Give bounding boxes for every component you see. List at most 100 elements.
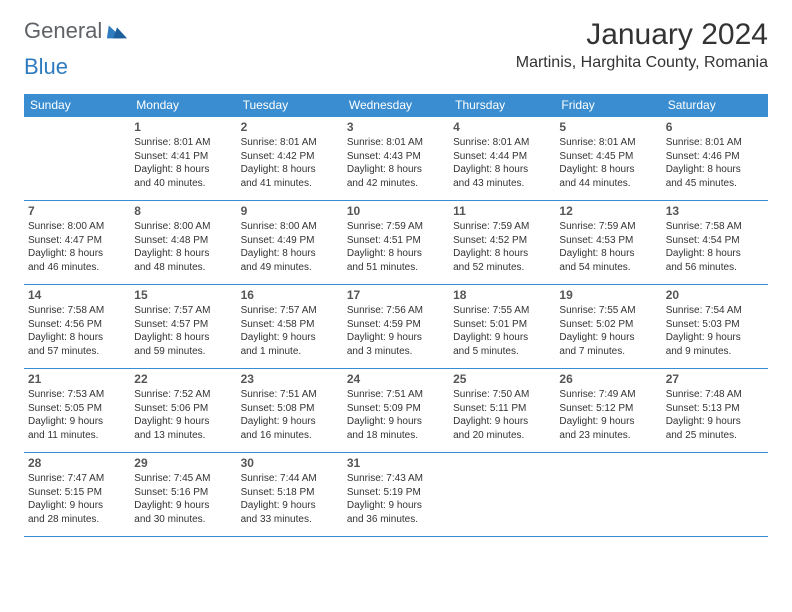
day-info: Sunrise: 7:59 AMSunset: 4:52 PMDaylight:…: [453, 220, 551, 274]
day-info: Sunrise: 7:49 AMSunset: 5:12 PMDaylight:…: [559, 388, 657, 442]
day-info: Sunrise: 7:59 AMSunset: 4:53 PMDaylight:…: [559, 220, 657, 274]
day-info: Sunrise: 7:59 AMSunset: 4:51 PMDaylight:…: [347, 220, 445, 274]
day-info: Sunrise: 7:47 AMSunset: 5:15 PMDaylight:…: [28, 472, 126, 526]
day-info: Sunrise: 7:51 AMSunset: 5:09 PMDaylight:…: [347, 388, 445, 442]
day-info: Sunrise: 7:56 AMSunset: 4:59 PMDaylight:…: [347, 304, 445, 358]
calendar-cell: 10Sunrise: 7:59 AMSunset: 4:51 PMDayligh…: [343, 201, 449, 285]
day-header: Sunday: [24, 94, 130, 117]
calendar-cell: [449, 453, 555, 537]
day-number: 25: [453, 372, 551, 386]
day-number: 31: [347, 456, 445, 470]
day-info: Sunrise: 8:01 AMSunset: 4:42 PMDaylight:…: [241, 136, 339, 190]
day-info: Sunrise: 7:51 AMSunset: 5:08 PMDaylight:…: [241, 388, 339, 442]
day-info: Sunrise: 7:58 AMSunset: 4:56 PMDaylight:…: [28, 304, 126, 358]
calendar-cell: 25 Sunrise: 7:50 AMSunset: 5:11 PMDayligh…: [449, 369, 555, 453]
day-info: Sunrise: 7:48 AMSunset: 5:13 PMDaylight:…: [666, 388, 764, 442]
day-number: 14: [28, 288, 126, 302]
day-number: 30: [241, 456, 339, 470]
calendar-cell: 20 Sunrise: 7:54 AMSunset: 5:03 PMDayligh…: [662, 285, 768, 369]
day-info: Sunrise: 7:55 AMSunset: 5:02 PMDaylight:…: [559, 304, 657, 358]
calendar-cell: 29 Sunrise: 7:45 AMSunset: 5:16 PMDayligh…: [130, 453, 236, 537]
calendar-cell: 17 Sunrise: 7:56 AMSunset: 4:59 PMDayligh…: [343, 285, 449, 369]
title-block: January 2024 Martinis, Harghita County, …: [516, 18, 768, 72]
calendar-cell: 19Sunrise: 7:55 AMSunset: 5:02 PMDayligh…: [555, 285, 661, 369]
day-number: 12: [559, 204, 657, 218]
day-info: Sunrise: 7:44 AMSunset: 5:18 PMDaylight:…: [241, 472, 339, 526]
day-info: Sunrise: 7:57 AMSunset: 4:58 PMDaylight:…: [241, 304, 339, 358]
calendar-cell: 8 Sunrise: 8:00 AMSunset: 4:48 PMDaylight…: [130, 201, 236, 285]
calendar-cell: 4Sunrise: 8:01 AMSunset: 4:44 PMDaylight…: [449, 117, 555, 201]
day-number: 13: [666, 204, 764, 218]
calendar-header-row: SundayMondayTuesdayWednesdayThursdayFrid…: [24, 94, 768, 117]
day-number: 22: [134, 372, 232, 386]
day-info: Sunrise: 8:01 AMSunset: 4:44 PMDaylight:…: [453, 136, 551, 190]
month-title: January 2024: [516, 18, 768, 52]
calendar-cell: 2Sunrise: 8:01 AMSunset: 4:42 PMDaylight…: [237, 117, 343, 201]
calendar-cell: 24 Sunrise: 7:51 AMSunset: 5:09 PMDayligh…: [343, 369, 449, 453]
day-info: Sunrise: 8:01 AMSunset: 4:46 PMDaylight:…: [666, 136, 764, 190]
calendar-cell: 5 Sunrise: 8:01 AMSunset: 4:45 PMDaylight…: [555, 117, 661, 201]
calendar-cell: 22 Sunrise: 7:52 AMSunset: 5:06 PMDayligh…: [130, 369, 236, 453]
calendar-cell: 14 Sunrise: 7:58 AMSunset: 4:56 PMDayligh…: [24, 285, 130, 369]
calendar-cell: 28 Sunrise: 7:47 AMSunset: 5:15 PMDayligh…: [24, 453, 130, 537]
calendar-cell: 13 Sunrise: 7:58 AMSunset: 4:54 PMDayligh…: [662, 201, 768, 285]
calendar-cell: [555, 453, 661, 537]
day-number: 17: [347, 288, 445, 302]
day-info: Sunrise: 8:01 AMSunset: 4:45 PMDaylight:…: [559, 136, 657, 190]
day-number: 1: [134, 120, 232, 134]
day-info: Sunrise: 7:52 AMSunset: 5:06 PMDaylight:…: [134, 388, 232, 442]
calendar-cell: 7 Sunrise: 8:00 AMSunset: 4:47 PMDaylight…: [24, 201, 130, 285]
day-number: 28: [28, 456, 126, 470]
day-info: Sunrise: 7:58 AMSunset: 4:54 PMDaylight:…: [666, 220, 764, 274]
day-header: Friday: [555, 94, 661, 117]
calendar-cell: [24, 117, 130, 201]
day-header: Monday: [130, 94, 236, 117]
calendar-cell: 26 Sunrise: 7:49 AMSunset: 5:12 PMDayligh…: [555, 369, 661, 453]
calendar-cell: [662, 453, 768, 537]
day-number: 24: [347, 372, 445, 386]
day-number: 15: [134, 288, 232, 302]
day-info: Sunrise: 7:57 AMSunset: 4:57 PMDaylight:…: [134, 304, 232, 358]
calendar-cell: 23 Sunrise: 7:51 AMSunset: 5:08 PMDayligh…: [237, 369, 343, 453]
day-number: 6: [666, 120, 764, 134]
day-info: Sunrise: 7:54 AMSunset: 5:03 PMDaylight:…: [666, 304, 764, 358]
day-info: Sunrise: 8:00 AMSunset: 4:47 PMDaylight:…: [28, 220, 126, 274]
location: Martinis, Harghita County, Romania: [516, 54, 768, 72]
calendar-cell: 21 Sunrise: 7:53 AMSunset: 5:05 PMDayligh…: [24, 369, 130, 453]
calendar-table: SundayMondayTuesdayWednesdayThursdayFrid…: [24, 94, 768, 537]
day-info: Sunrise: 8:01 AMSunset: 4:43 PMDaylight:…: [347, 136, 445, 190]
brand-flag-icon: [106, 21, 128, 41]
calendar-cell: 12 Sunrise: 7:59 AMSunset: 4:53 PMDayligh…: [555, 201, 661, 285]
day-number: 27: [666, 372, 764, 386]
day-number: 20: [666, 288, 764, 302]
page: General January 2024 Martinis, Harghita …: [0, 0, 792, 555]
day-number: 16: [241, 288, 339, 302]
day-info: Sunrise: 8:01 AMSunset: 4:41 PMDaylight:…: [134, 136, 232, 190]
day-info: Sunrise: 7:50 AMSunset: 5:11 PMDaylight:…: [453, 388, 551, 442]
calendar-cell: 15 Sunrise: 7:57 AMSunset: 4:57 PMDayligh…: [130, 285, 236, 369]
day-number: 26: [559, 372, 657, 386]
day-info: Sunrise: 8:00 AMSunset: 4:48 PMDaylight:…: [134, 220, 232, 274]
day-number: 18: [453, 288, 551, 302]
day-header: Saturday: [662, 94, 768, 117]
calendar-cell: 18Sunrise: 7:55 AMSunset: 5:01 PMDayligh…: [449, 285, 555, 369]
calendar-cell: 9Sunrise: 8:00 AMSunset: 4:49 PMDaylight…: [237, 201, 343, 285]
day-number: 23: [241, 372, 339, 386]
day-info: Sunrise: 8:00 AMSunset: 4:49 PMDaylight:…: [241, 220, 339, 274]
day-number: 5: [559, 120, 657, 134]
calendar-cell: 16 Sunrise: 7:57 AMSunset: 4:58 PMDayligh…: [237, 285, 343, 369]
day-number: 7: [28, 204, 126, 218]
brand-part2: Blue: [24, 54, 68, 80]
day-header: Wednesday: [343, 94, 449, 117]
day-number: 21: [28, 372, 126, 386]
calendar-cell: 3 Sunrise: 8:01 AMSunset: 4:43 PMDaylight…: [343, 117, 449, 201]
day-info: Sunrise: 7:45 AMSunset: 5:16 PMDaylight:…: [134, 472, 232, 526]
day-number: 8: [134, 204, 232, 218]
day-info: Sunrise: 7:53 AMSunset: 5:05 PMDaylight:…: [28, 388, 126, 442]
calendar-cell: 1 Sunrise: 8:01 AMSunset: 4:41 PMDaylight…: [130, 117, 236, 201]
day-number: 29: [134, 456, 232, 470]
day-header: Thursday: [449, 94, 555, 117]
logo: General: [24, 18, 130, 44]
day-number: 3: [347, 120, 445, 134]
calendar-cell: 6 Sunrise: 8:01 AMSunset: 4:46 PMDaylight…: [662, 117, 768, 201]
